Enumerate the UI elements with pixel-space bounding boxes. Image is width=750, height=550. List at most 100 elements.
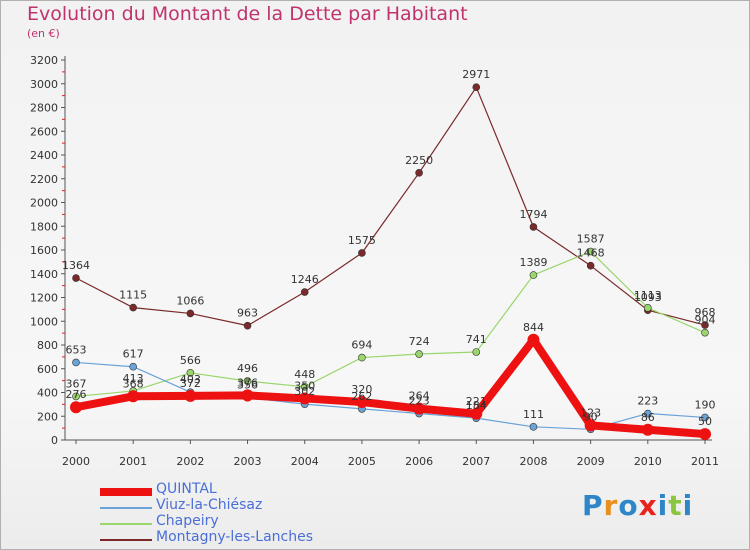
y-tick-label: 1800 (30, 220, 58, 233)
x-tick-label: 2001 (119, 455, 147, 468)
legend-label: Montagny-les-Lanches (156, 529, 314, 545)
data-point (72, 358, 80, 367)
data-label: 566 (180, 354, 201, 367)
data-label: 448 (294, 368, 315, 381)
x-tick-label: 2002 (176, 455, 204, 468)
data-label: 1066 (176, 294, 204, 307)
data-point (586, 247, 595, 256)
series-line (75, 86, 706, 327)
data-point (358, 353, 366, 362)
data-label: 741 (466, 333, 487, 346)
legend-swatch (100, 507, 152, 509)
x-tick-label: 2011 (691, 455, 719, 468)
proxiti-logo: Proxiti (582, 489, 693, 522)
data-label: 963 (237, 307, 258, 320)
series-line (75, 250, 706, 398)
data-label: 184 (466, 399, 487, 412)
data-point (701, 413, 709, 422)
data-label: 403 (180, 373, 201, 386)
data-label: 413 (123, 372, 144, 385)
x-tick-label: 2003 (234, 455, 262, 468)
data-label: 367 (66, 377, 87, 390)
data-label: 1575 (348, 234, 376, 247)
data-point (641, 423, 654, 436)
data-point (72, 274, 80, 282)
series-line (72, 335, 709, 439)
data-point (472, 348, 481, 356)
data-point (584, 419, 597, 432)
legend-label: Viuz-la-Chiésaz (156, 497, 263, 513)
y-tick-label: 2400 (30, 149, 58, 162)
y-tick-label: 800 (37, 339, 58, 352)
data-label: 302 (294, 385, 315, 398)
logo-letter: t (668, 489, 683, 522)
data-point (472, 83, 481, 91)
y-tick-label: 1400 (30, 268, 58, 281)
y-tick-label: 200 (37, 410, 58, 423)
data-point (70, 401, 82, 414)
y-tick-label: 2600 (30, 125, 58, 138)
data-label: 123 (580, 406, 601, 419)
legend-label: QUINTAL (156, 481, 217, 497)
data-point (701, 321, 709, 329)
logo-letter: P (582, 489, 604, 522)
chart-unit: (en €) (27, 27, 60, 40)
data-point (129, 303, 137, 312)
y-tick-label: 2200 (30, 173, 58, 186)
x-tick-label: 2006 (405, 455, 433, 468)
y-tick-label: 2800 (30, 102, 58, 115)
logo-letter: i (682, 489, 694, 522)
data-point (186, 309, 195, 318)
data-point (355, 396, 368, 408)
data-label: 276 (66, 388, 87, 401)
data-point (527, 333, 540, 346)
y-tick-label: 1600 (30, 244, 58, 257)
data-label: 617 (123, 348, 144, 361)
x-tick-label: 2005 (348, 455, 376, 468)
data-label: 86 (641, 411, 655, 424)
legend-label: Chapeiry (156, 513, 219, 529)
data-label: 2250 (405, 154, 433, 167)
data-label: 1113 (634, 289, 662, 302)
data-point (129, 362, 137, 371)
y-tick-label: 3200 (30, 54, 58, 67)
data-point (413, 402, 426, 415)
data-point (529, 271, 538, 279)
data-label: 724 (409, 335, 430, 348)
data-label: 356 (237, 379, 258, 392)
y-tick-label: 400 (37, 387, 58, 400)
data-label: 968 (695, 306, 716, 319)
data-point (298, 392, 311, 405)
y-tick-label: 1200 (30, 292, 58, 305)
data-label: 190 (695, 398, 716, 411)
data-point (470, 407, 483, 420)
data-point (184, 389, 197, 402)
y-tick-label: 0 (51, 434, 58, 447)
data-label: 350 (294, 379, 315, 392)
logo-letter: i (657, 489, 669, 522)
data-point (358, 249, 366, 257)
data-label: 904 (695, 314, 716, 327)
data-label: 1587 (577, 233, 605, 246)
data-label: 221 (466, 395, 487, 408)
data-label: 2971 (462, 68, 490, 81)
logo-letter: o (618, 489, 639, 522)
data-label: 320 (351, 383, 372, 396)
legend-swatch (100, 539, 152, 541)
x-tick-label: 2008 (519, 455, 547, 468)
data-point (699, 428, 711, 441)
data-point (300, 288, 309, 296)
data-label: 368 (123, 377, 144, 390)
data-label: 90 (584, 410, 598, 423)
data-label: 1389 (519, 256, 547, 269)
legend-swatch (100, 523, 152, 525)
data-label: 844 (523, 321, 544, 334)
data-label: 1794 (519, 208, 547, 221)
data-label: 1364 (62, 259, 90, 272)
data-label: 223 (409, 395, 430, 408)
data-label: 264 (409, 390, 430, 403)
x-tick-label: 2010 (634, 455, 662, 468)
data-point (415, 350, 423, 358)
data-label: 1246 (291, 273, 319, 286)
